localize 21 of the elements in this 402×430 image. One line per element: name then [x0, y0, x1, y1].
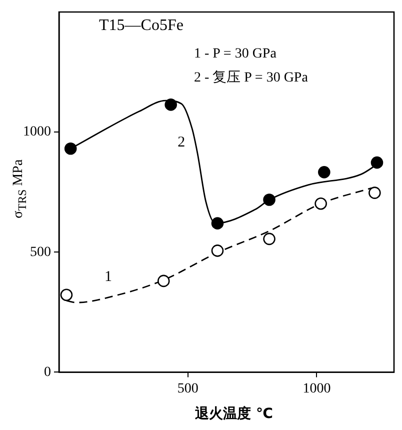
- point: [318, 166, 330, 178]
- annotation: 1 - P = 30 GPa: [194, 46, 278, 62]
- x-axis-title: 退火温度 ℃: [194, 405, 274, 423]
- point: [263, 232, 276, 246]
- point: [370, 156, 384, 169]
- point: [314, 197, 327, 210]
- y-tick-label: 1000: [23, 124, 51, 140]
- point: [64, 142, 77, 155]
- y-tick-label: 0: [44, 364, 51, 380]
- series-label: 1: [104, 268, 112, 285]
- point: [164, 98, 177, 111]
- y-tick-label: 500: [30, 244, 51, 260]
- point: [368, 186, 381, 199]
- series-label: 2: [178, 134, 186, 151]
- annotation: 2 - 复压 P = 30 GPa: [194, 70, 309, 86]
- point: [60, 288, 73, 302]
- point: [211, 217, 224, 230]
- point: [211, 244, 224, 257]
- point: [157, 274, 170, 288]
- chart-title: T15—Co5Fe: [99, 17, 184, 34]
- point: [263, 194, 276, 206]
